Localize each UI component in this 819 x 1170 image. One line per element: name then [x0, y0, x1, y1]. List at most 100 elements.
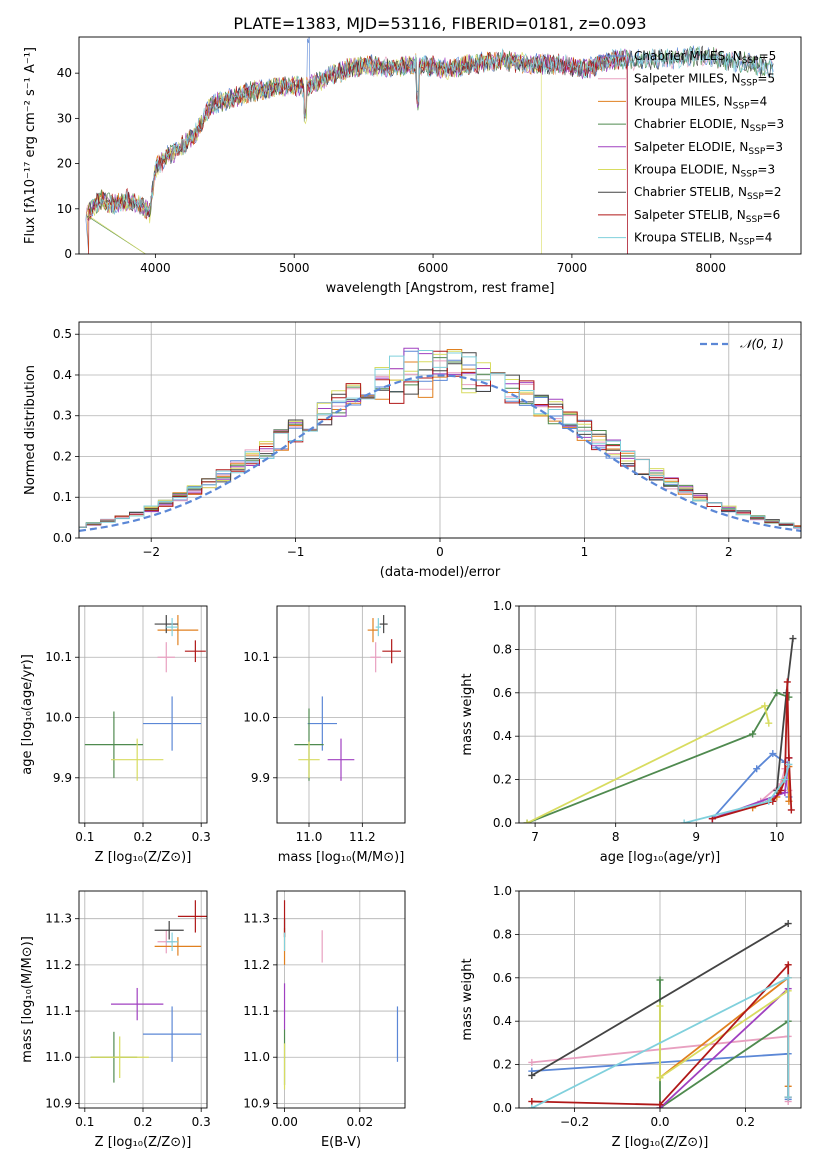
grid-lines	[79, 891, 207, 1108]
plot-area	[294, 615, 401, 781]
y-tick-label: 10	[57, 202, 72, 216]
y-tick-label: 0.4	[53, 368, 72, 382]
spectrum-line-salpeter_stelib	[88, 49, 628, 254]
errorbar-kroupa_miles	[157, 615, 199, 646]
y-axis-label: mass weight	[460, 673, 475, 755]
y-tick-label: 0.8	[493, 642, 512, 656]
y-axis-label: Flux [fλ10⁻¹⁷ erg cm⁻² s⁻¹ A⁻¹]	[23, 47, 38, 244]
y-tick-label: 0.4	[493, 729, 512, 743]
axes: −0.2 0.0 0.2 0.0 0.2 0.4 0.6 0.8 1.0 Z [log₁₀(Z/Z…	[460, 884, 802, 1150]
plot-area	[85, 37, 774, 254]
weight-marker	[785, 760, 793, 768]
errorbar-salpeter_miles	[370, 642, 381, 673]
x-axis-label: (data-model)/error	[380, 565, 501, 580]
errorbar-kroupa_stelib	[166, 618, 178, 637]
weight-marker	[656, 1002, 664, 1010]
y-tick-label: 10.1	[243, 650, 270, 664]
y-tick-label: 11.0	[45, 1050, 72, 1064]
y-axis-label: mass weight	[460, 958, 475, 1040]
y-tick-label: 11.1	[243, 1004, 270, 1018]
panel-age_vs_Z: 0.1 0.2 0.3 9.9 10.0 10.1 Z [log₁₀(Z/Z⊙)] age […	[20, 605, 211, 865]
x-tick-label: 0.2	[736, 1115, 755, 1129]
weight-line-chabrier_elodie	[526, 691, 790, 823]
x-tick-label: 0.2	[133, 830, 152, 844]
plot-area	[79, 347, 801, 532]
errorbar-chabrier_miles	[307, 696, 337, 751]
weight-marker	[749, 730, 757, 738]
y-tick-label: 1.0	[493, 884, 512, 898]
x-tick-label: 0.02	[346, 1115, 373, 1129]
axes-frame	[78, 321, 802, 539]
x-tick-label: 6000	[418, 261, 449, 275]
panel-mass_weight_vs_Z: −0.2 0.0 0.2 0.0 0.2 0.4 0.6 0.8 1.0 Z [log₁₀(Z/Z…	[460, 884, 802, 1150]
legend-label: Salpeter MILES, NSSP=5	[634, 72, 775, 89]
x-tick-label: 1	[581, 545, 589, 559]
errorbar-chabrier_stelib	[154, 921, 184, 940]
y-tick-label: 9.9	[251, 771, 270, 785]
legend-label: Chabrier ELODIE, NSSP=3	[634, 117, 784, 134]
axes: 0.1 0.2 0.3 10.9 11.0 11.1 11.2 11.3 Z [log₁₀(Z/…	[20, 890, 211, 1150]
weight-line-kroupa_miles	[659, 975, 790, 1087]
histogram-salpeter_elodie	[79, 347, 801, 529]
weight-marker	[680, 819, 688, 823]
weight-marker	[785, 754, 793, 762]
y-tick-label: 10.9	[45, 1096, 72, 1110]
axes-frame	[276, 605, 406, 824]
weight-marker	[769, 750, 777, 758]
y-tick-label: 0.0	[493, 1101, 512, 1115]
x-tick-label: 0.1	[75, 830, 94, 844]
x-tick-label: 0.3	[192, 830, 211, 844]
legend-label: Kroupa MILES, NSSP=4	[634, 94, 767, 111]
y-tick-label: 30	[57, 111, 72, 125]
panel-residuals: −2 −1 0 1 2 0.0 0.1 0.2 0.3 0.4 0.5 (data-model)/er…	[23, 321, 802, 580]
weight-marker	[656, 1101, 664, 1108]
weight-marker	[784, 974, 792, 982]
spectrum-line-kroupa_stelib	[89, 46, 774, 218]
x-tick-label: 0.1	[75, 1115, 94, 1129]
errorbar-salpeter_stelib	[382, 639, 401, 664]
weight-line-salpeter_stelib	[712, 681, 793, 820]
y-tick-label: 11.2	[243, 958, 270, 972]
legend-label: 𝒩(0, 1)	[740, 337, 784, 351]
y-tick-label: 11.0	[243, 1050, 270, 1064]
errorbar-kroupa_stelib	[166, 932, 178, 952]
plot-area	[523, 635, 797, 823]
spectrum-legend: Chabrier MILES, NSSP=5 Salpeter MILES, NS…	[598, 49, 784, 248]
y-tick-label: 0.6	[493, 971, 512, 985]
histogram-salpeter_stelib	[79, 350, 801, 528]
y-tick-label: 0.2	[493, 1058, 512, 1072]
histogram-kroupa_elodie	[79, 350, 801, 528]
x-tick-label: 0	[436, 545, 444, 559]
weight-marker	[784, 961, 792, 969]
panel-mass_weight_vs_age: 7 8 9 10 0.0 0.2 0.4 0.6 0.8 1.0 age [log₁₀(age/yr…	[460, 599, 802, 865]
errorbar-salpeter_elodie	[327, 738, 355, 781]
weight-marker	[528, 1097, 536, 1105]
y-tick-label: 11.1	[45, 1004, 72, 1018]
axes-frame	[518, 605, 802, 824]
normal-curve	[79, 374, 801, 532]
axes: −2 −1 0 1 2 0.0 0.1 0.2 0.3 0.4 0.5 (data-model)/er…	[23, 321, 802, 580]
x-axis-label: Z [log₁₀(Z/Z⊙)]	[612, 1135, 709, 1150]
axes: 11.0 11.2 9.9 10.0 10.1 mass [log₁₀(M/M⊙)]	[243, 605, 406, 865]
weight-marker	[528, 1071, 536, 1079]
x-tick-label: −1	[287, 545, 305, 559]
residual-legend: 𝒩(0, 1)	[700, 337, 784, 351]
axes-frame	[78, 890, 208, 1109]
figure-title: PLATE=1383, MJD=53116, FIBERID=0181, z=0…	[233, 14, 646, 33]
x-tick-label: 8	[612, 830, 620, 844]
legend-label: Chabrier MILES, NSSP=5	[634, 49, 776, 66]
panel-mass_vs_Z: 0.1 0.2 0.3 10.9 11.0 11.1 11.2 11.3 Z [log₁₀(Z/…	[20, 890, 211, 1150]
x-tick-label: −2	[142, 545, 160, 559]
x-axis-label: E(B-V)	[321, 1135, 361, 1150]
x-tick-label: 8000	[695, 261, 726, 275]
y-tick-label: 0.4	[493, 1014, 512, 1028]
x-tick-label: 11.0	[296, 830, 323, 844]
y-tick-label: 11.3	[45, 912, 72, 926]
histogram-chabrier_elodie	[79, 357, 801, 528]
weight-line-chabrier_elodie	[659, 980, 789, 1108]
weight-marker	[656, 976, 664, 984]
axes: 0.00 0.02 10.9 11.0 11.1 11.2 11.3 E(B-V)	[243, 890, 406, 1150]
errorbar-kroupa_elodie	[111, 738, 164, 781]
legend-label: Chabrier STELIB, NSSP=2	[634, 185, 782, 202]
